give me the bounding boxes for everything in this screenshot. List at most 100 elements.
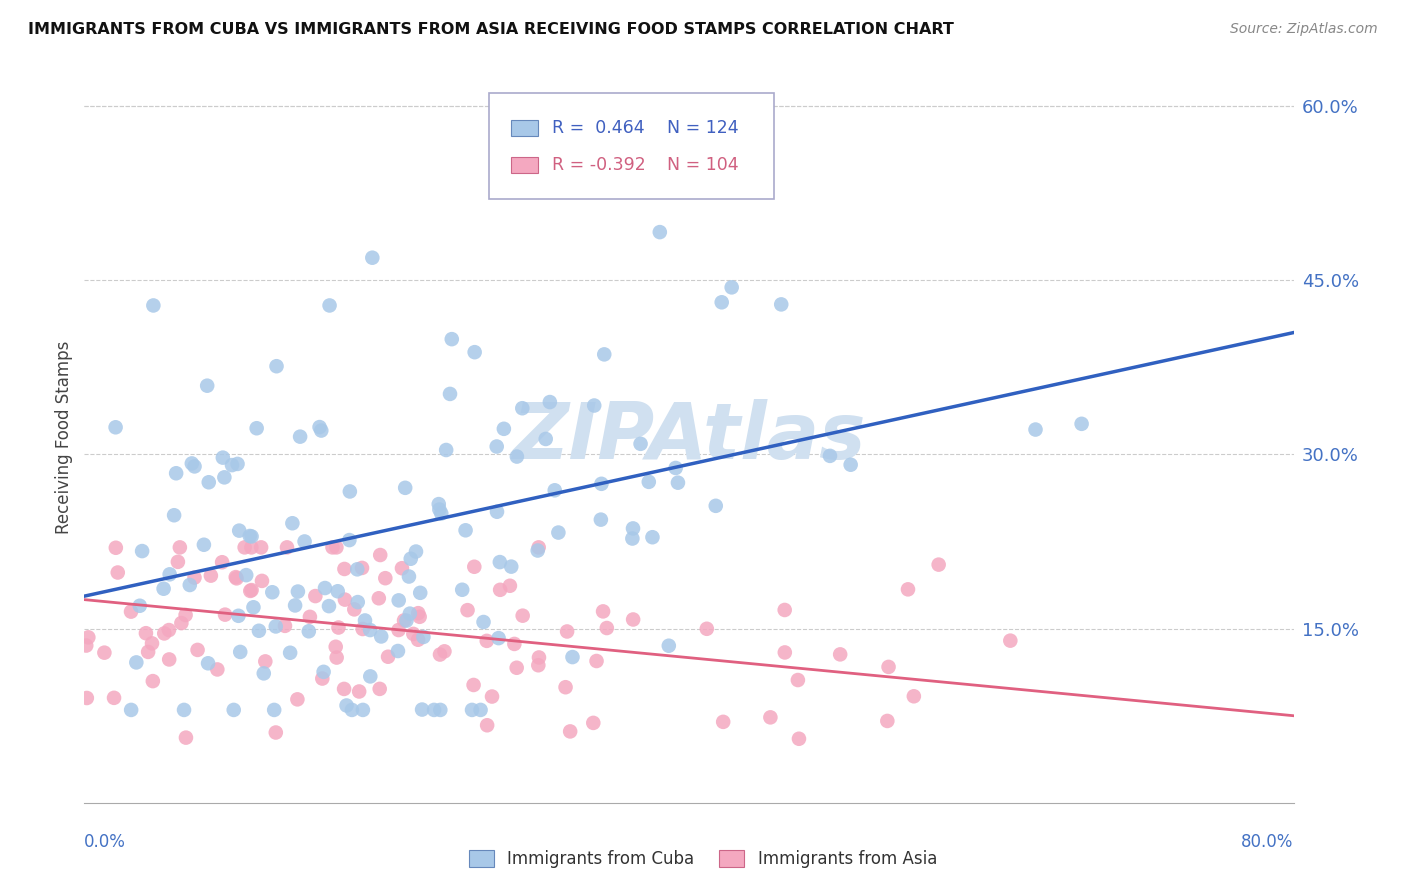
FancyBboxPatch shape <box>489 94 773 200</box>
Point <box>157 652 180 666</box>
Point <box>339 484 361 499</box>
Point <box>281 516 304 531</box>
Point <box>589 153 612 168</box>
Point <box>897 582 920 597</box>
Point <box>818 449 841 463</box>
Point <box>461 703 484 717</box>
Point <box>104 420 127 434</box>
Point <box>427 497 450 511</box>
Point <box>135 626 157 640</box>
Text: 0.0%: 0.0% <box>84 833 127 851</box>
Point <box>136 645 159 659</box>
Point <box>839 458 862 472</box>
Point <box>621 612 644 626</box>
Point <box>440 332 463 346</box>
Point <box>318 298 340 312</box>
Point <box>876 714 898 728</box>
Point <box>221 458 243 472</box>
Point <box>174 731 197 745</box>
Point <box>485 505 508 519</box>
Point <box>786 673 808 687</box>
Point <box>76 690 98 705</box>
Point <box>128 599 150 613</box>
Point <box>454 524 477 538</box>
Point <box>183 571 205 585</box>
Point <box>321 541 343 555</box>
Point <box>183 459 205 474</box>
Point <box>394 481 416 495</box>
Point <box>77 631 100 645</box>
Point <box>228 524 250 538</box>
Point <box>228 608 250 623</box>
Point <box>246 421 269 435</box>
Point <box>120 703 142 717</box>
Point <box>276 541 298 555</box>
Point <box>409 586 432 600</box>
Point <box>464 345 486 359</box>
Point <box>582 715 605 730</box>
Point <box>787 731 810 746</box>
Y-axis label: Receiving Food Stamps: Receiving Food Stamps <box>55 341 73 533</box>
Point <box>710 295 733 310</box>
Point <box>264 619 287 633</box>
Point <box>311 672 333 686</box>
Point <box>411 702 433 716</box>
Point <box>658 639 681 653</box>
Text: IMMIGRANTS FROM CUBA VS IMMIGRANTS FROM ASIA RECEIVING FOOD STAMPS CORRELATION C: IMMIGRANTS FROM CUBA VS IMMIGRANTS FROM … <box>28 22 955 37</box>
Point <box>585 654 607 668</box>
Point <box>554 680 576 694</box>
Point <box>187 643 209 657</box>
Point <box>470 703 492 717</box>
Point <box>526 543 548 558</box>
Point <box>326 584 349 599</box>
Point <box>593 347 616 361</box>
Point <box>193 538 215 552</box>
Point <box>759 710 782 724</box>
Point <box>284 599 307 613</box>
Point <box>492 422 515 436</box>
Point <box>214 470 236 484</box>
Point <box>333 681 356 696</box>
Point <box>387 644 409 658</box>
Point <box>830 648 852 662</box>
Point <box>350 561 373 575</box>
Point <box>630 437 652 451</box>
Point <box>153 626 176 640</box>
Point <box>142 298 165 312</box>
Point <box>561 650 583 665</box>
Point <box>503 637 526 651</box>
Point <box>239 583 262 598</box>
Text: ZIPAtlas: ZIPAtlas <box>512 399 866 475</box>
Point <box>304 589 326 603</box>
Point <box>720 280 742 294</box>
Point <box>877 660 900 674</box>
Point <box>240 541 263 555</box>
Point <box>298 624 321 639</box>
Point <box>333 562 356 576</box>
Point <box>240 583 263 598</box>
Point <box>264 725 287 739</box>
Point <box>370 630 392 644</box>
Point <box>641 530 664 544</box>
Point <box>395 614 418 628</box>
Point <box>263 703 285 717</box>
Point <box>489 555 512 569</box>
Point <box>225 570 247 584</box>
Point <box>770 297 793 311</box>
Point <box>339 533 361 547</box>
Point <box>214 607 236 622</box>
Point <box>211 555 233 569</box>
Text: Source: ZipAtlas.com: Source: ZipAtlas.com <box>1230 22 1378 37</box>
Point <box>488 631 510 645</box>
Point <box>505 661 527 675</box>
Point <box>195 378 218 392</box>
Point <box>457 603 479 617</box>
Point <box>621 521 644 535</box>
Text: R =  0.464: R = 0.464 <box>553 120 645 137</box>
Point <box>433 644 456 658</box>
Point <box>254 654 277 668</box>
Point <box>510 401 533 416</box>
Legend: Immigrants from Cuba, Immigrants from Asia: Immigrants from Cuba, Immigrants from As… <box>463 843 943 875</box>
Point <box>325 640 347 654</box>
Point <box>481 690 503 704</box>
